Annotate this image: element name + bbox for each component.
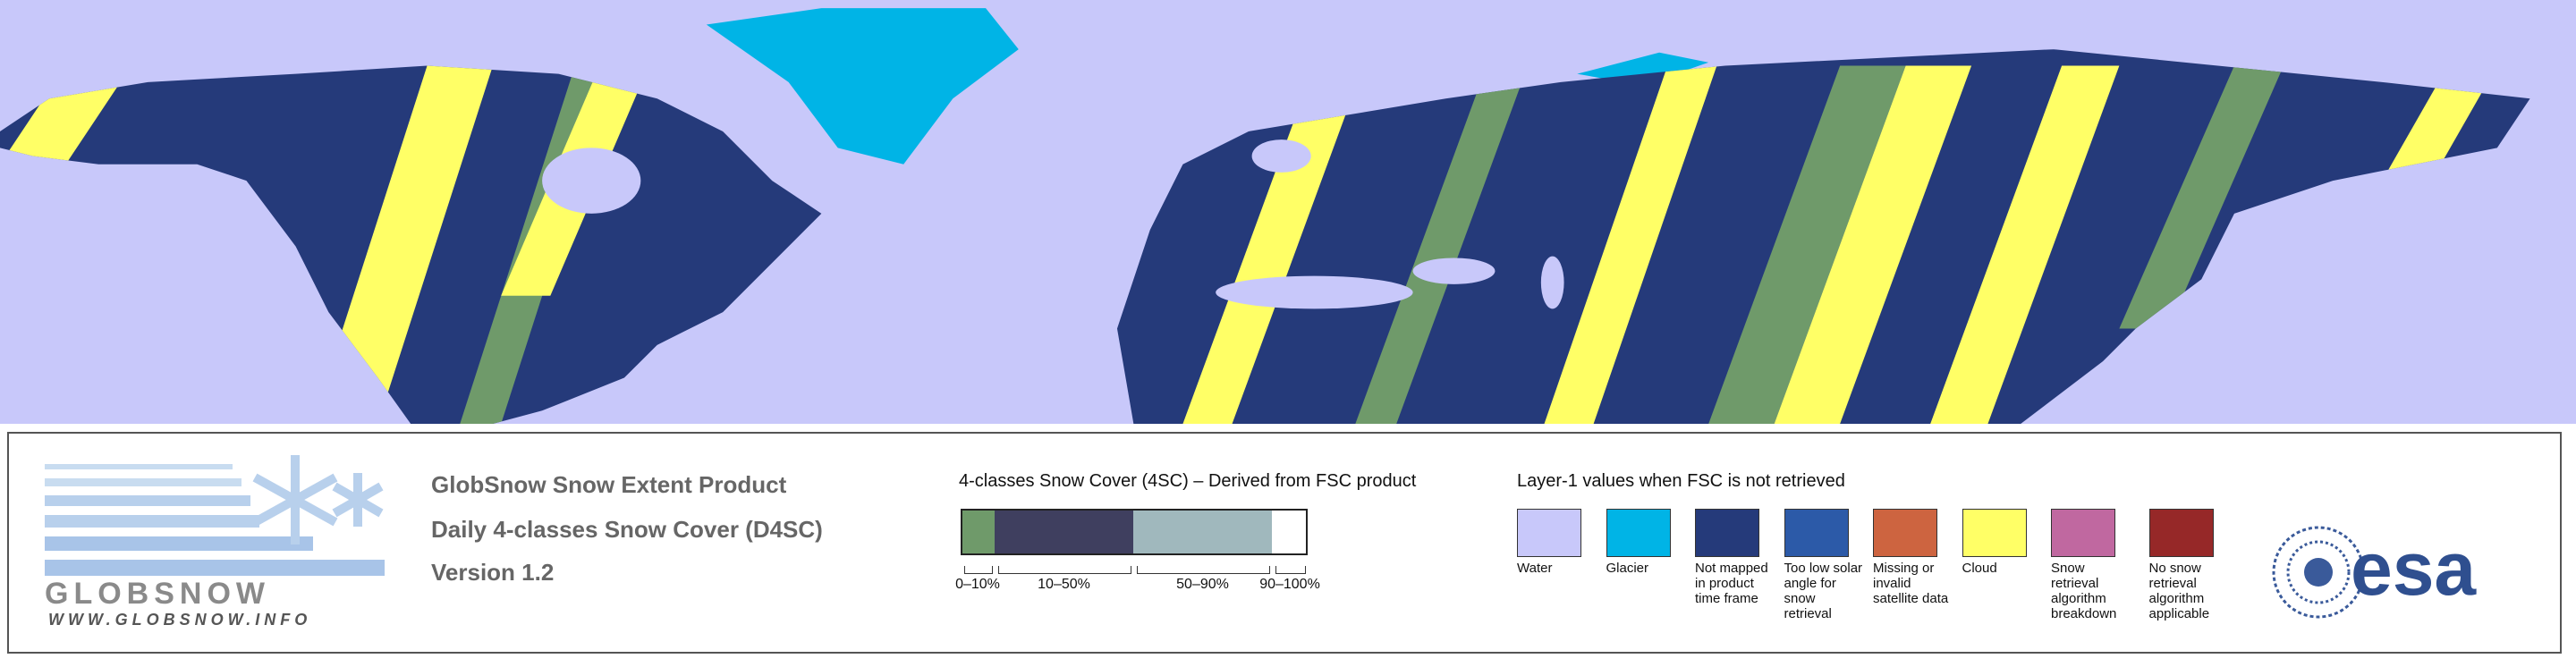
hudson-bay [542, 148, 641, 214]
agency-name: esa [2351, 527, 2477, 611]
product-version: Version 1.2 [431, 559, 555, 586]
logo: GLOBSNOW WWW.GLOBSNOW.INFO [45, 455, 385, 625]
layer1-class-swatch [1784, 509, 1849, 557]
layer1-class-swatch [1962, 509, 2027, 557]
caspian [1540, 256, 1564, 309]
snow-map [0, 0, 2576, 424]
fsc-class-label: 0–10% [955, 577, 1000, 592]
product-subtitle: Daily 4-classes Snow Cover (D4SC) [431, 516, 823, 543]
snow-band [2119, 65, 2284, 329]
cloud-band [0, 65, 131, 165]
agency-logo: esa [2272, 526, 2477, 619]
cloud-band [2382, 65, 2497, 182]
logo-stripe [45, 495, 250, 506]
fsc-class-label: 50–90% [1176, 577, 1229, 592]
logo-stripe [45, 536, 313, 551]
logo-stripe [45, 478, 242, 486]
cloud-band [1182, 65, 1364, 424]
layer1-class-label: Too low solar angle for snow retrieval [1784, 561, 1863, 621]
black-sea [1412, 258, 1496, 284]
layer1-class-swatch [2051, 509, 2115, 557]
fsc-class-label: 10–50% [1038, 577, 1090, 592]
fsc-class-swatch [1272, 509, 1308, 555]
greenland [706, 8, 1019, 165]
layer1-legend-title: Layer-1 values when FSC is not retrieved [1517, 471, 1845, 491]
legend-panel: GLOBSNOW WWW.GLOBSNOW.INFO GlobSnow Snow… [7, 432, 2562, 654]
fsc-class-brace [1137, 566, 1270, 574]
layer1-class-swatch [1873, 509, 1937, 557]
cloud-band [311, 65, 494, 424]
snowflake [252, 455, 384, 545]
cloud-band [1774, 65, 1972, 424]
layer1-class-label: Cloud [1962, 561, 1997, 576]
esa-ring [2272, 526, 2365, 619]
layer1-class-swatch [1606, 509, 1671, 557]
logo-url: WWW.GLOBSNOW.INFO [48, 611, 311, 625]
fsc-class-brace [998, 566, 1131, 574]
baltic [1251, 139, 1311, 173]
fsc-class-swatch [961, 509, 995, 555]
fsc-legend-title: 4-classes Snow Cover (4SC) – Derived fro… [959, 471, 1417, 491]
fsc-class-swatch [995, 509, 1133, 555]
fsc-class-brace [1275, 566, 1306, 574]
esa-core [2304, 558, 2333, 587]
layer1-class-label: Not mapped in product time frame [1695, 561, 1768, 606]
cloud-band [1930, 65, 2120, 424]
fsc-class-brace [964, 566, 993, 574]
snow-band [1355, 65, 1529, 424]
fsc-class-swatch [1133, 509, 1272, 555]
layer1-class-swatch [1695, 509, 1759, 557]
fsc-class-label: 90–100% [1259, 577, 1320, 592]
logo-stripe [45, 560, 385, 576]
snow-band [1708, 65, 1906, 424]
layer1-class-label: Water [1517, 561, 1553, 576]
esa-ring [2286, 540, 2351, 604]
mediterranean [1216, 275, 1413, 309]
logo-stripe [45, 464, 233, 469]
cloud-band [1544, 65, 1717, 424]
layer1-class-label: Glacier [1606, 561, 1649, 576]
layer1-class-label: Missing or invalid satellite data [1873, 561, 1949, 606]
product-title: GlobSnow Snow Extent Product [431, 471, 787, 498]
layer1-class-label: Snow retrieval algorithm breakdown [2051, 561, 2117, 621]
logo-name: GLOBSNOW [45, 577, 270, 611]
layer1-class-swatch [2148, 509, 2214, 557]
layer1-class-swatch [1517, 509, 1581, 557]
logo-stripe [45, 515, 259, 528]
layer1-class-label: No snow retrieval algorithm applicable [2148, 561, 2210, 621]
